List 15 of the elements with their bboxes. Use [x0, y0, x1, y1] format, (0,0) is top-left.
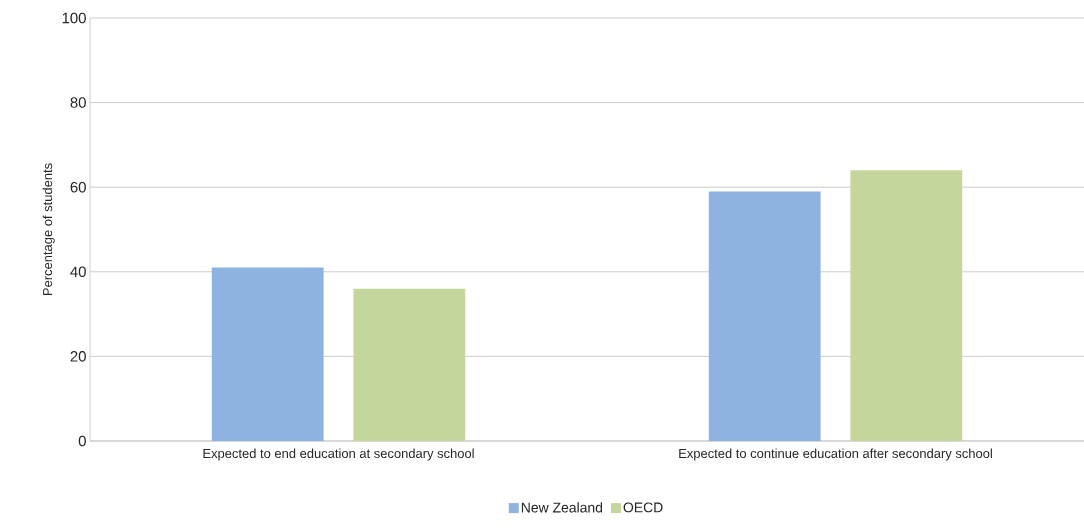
bar: [353, 288, 466, 441]
bar: [211, 267, 324, 441]
y-axis-title: Percentage of students: [42, 163, 55, 296]
y-tick-label: 40: [70, 266, 86, 278]
y-tick-label: 80: [70, 97, 86, 108]
y-tick-label: 20: [70, 351, 86, 362]
y-tick-label: 60: [70, 181, 86, 193]
legend-label: New Zealand: [521, 502, 603, 513]
bar: [850, 170, 963, 441]
bar: [708, 191, 821, 441]
x-tick-label: Expected to continue education after secondary school: [679, 448, 992, 461]
y-tick-label: 100: [62, 12, 86, 24]
legend-label: OECD: [623, 502, 663, 513]
x-tick-label: Expected to end education at secondary school: [203, 448, 474, 461]
y-tick-label: 0: [78, 435, 86, 447]
